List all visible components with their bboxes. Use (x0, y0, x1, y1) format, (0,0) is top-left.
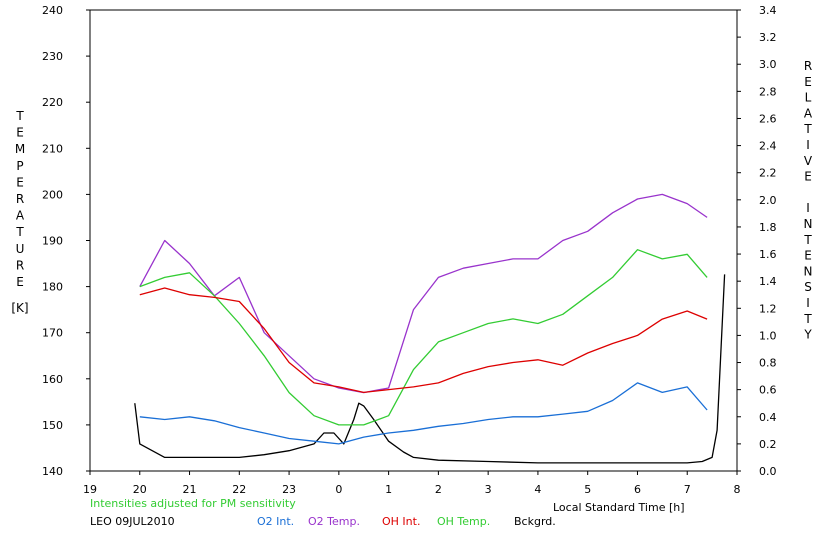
left-label-letter: U (16, 242, 25, 256)
left-label-letter: A (16, 209, 25, 223)
y-left-tick-label: 160 (42, 373, 63, 386)
y-right-tick-label: 1.4 (759, 275, 777, 288)
y-right-tick-label: 1.0 (759, 329, 777, 342)
legend-o2-int: O2 Int. (257, 515, 295, 528)
right-label-letter: L (805, 91, 812, 105)
x-axis: 19 20 21 22 23 0 1 2 3 4 5 6 7 8 (83, 471, 741, 496)
y-left-tick-label: 200 (42, 188, 63, 201)
right-label-letter: E (804, 249, 812, 263)
legend-oh-temp: OH Temp. (437, 515, 491, 528)
y-left-axis: 140 150 160 170 180 190 200 210 220 230 240 (42, 4, 90, 478)
y-right-tick-label: 3.0 (759, 58, 777, 71)
right-label-letter: Y (803, 328, 812, 342)
y-right-tick-label: 1.6 (759, 248, 777, 261)
x-tick-label: 19 (83, 483, 97, 496)
left-label-letter: M (15, 142, 25, 156)
legend-oh-int: OH Int. (382, 515, 421, 528)
right-label-letter: T (803, 122, 812, 136)
right-label-letter: R (804, 59, 812, 73)
y-left-tick-label: 230 (42, 50, 63, 63)
plot-frame (89, 9, 738, 472)
y-right-tick-label: 2.4 (759, 140, 777, 153)
left-label-letter: E (16, 275, 24, 289)
y-right-tick-label: 1.2 (759, 302, 777, 315)
x-tick-label: 21 (183, 483, 197, 496)
right-label-letter: N (804, 217, 813, 231)
right-label-letter: V (804, 154, 813, 168)
series-line-oh-int (139, 287, 708, 394)
left-label-letter: T (15, 109, 24, 123)
series-line-o2-int (139, 382, 708, 445)
y-right-tick-label: 3.2 (759, 31, 777, 44)
y-right-tick-label: 0.2 (759, 438, 777, 451)
x-tick-label: 7 (684, 483, 691, 496)
station-label: LEO 09JUL2010 (90, 515, 175, 528)
legend-bckgrd: Bckgrd. (514, 515, 556, 528)
right-label-letter: N (804, 264, 813, 278)
series-line-oh-temp (139, 249, 708, 426)
right-label-letter: E (804, 170, 812, 184)
y-left-tick-label: 180 (42, 281, 63, 294)
x-tick-label: 4 (534, 483, 541, 496)
x-tick-label: 3 (485, 483, 492, 496)
y-right-tick-label: 2.0 (759, 194, 777, 207)
y-left-tick-label: 140 (42, 465, 63, 478)
x-tick-label: 6 (634, 483, 641, 496)
series-layer (134, 193, 726, 464)
y-left-tick-label: 220 (42, 96, 63, 109)
x-tick-label: 5 (584, 483, 591, 496)
left-label-unit: [K] (11, 301, 28, 315)
y-right-tick-label: 0.6 (759, 384, 777, 397)
sensitivity-note: Intensities adjusted for PM sensitivity (90, 497, 296, 510)
y-right-tick-label: 0.4 (759, 411, 777, 424)
y-left-tick-label: 190 (42, 235, 63, 248)
left-label-letter: P (16, 159, 23, 173)
y-left-tick-label: 170 (42, 327, 63, 340)
x-axis-label: Local Standard Time [h] (553, 501, 685, 514)
left-label-letter: R (16, 192, 24, 206)
x-tick-label: 20 (133, 483, 147, 496)
y-left-tick-label: 150 (42, 419, 63, 432)
y-right-axis: 0.0 0.2 0.4 0.6 0.8 1.0 1.2 1.4 1.6 1.8 2.0 2.2 2.4 2… (737, 4, 777, 478)
right-label-letter: I (806, 138, 810, 152)
left-label-letter: R (16, 258, 24, 272)
y-right-tick-label: 2.2 (759, 167, 777, 180)
y-left-tick-label: 240 (42, 4, 63, 17)
series-line-o2-temp (139, 193, 708, 394)
x-tick-label: 2 (435, 483, 442, 496)
y-left-tick-label: 210 (42, 142, 63, 155)
right-label-letter: T (803, 233, 812, 247)
left-label-letter: E (16, 175, 24, 189)
y-right-tick-label: 3.4 (759, 4, 777, 17)
y-right-tick-label: 2.6 (759, 112, 777, 125)
right-label-letter: I (806, 201, 810, 215)
right-label-letter: S (804, 280, 812, 294)
x-tick-label: 23 (282, 483, 296, 496)
series-line-bckgrd (134, 274, 726, 464)
x-tick-label: 22 (232, 483, 246, 496)
y-right-tick-label: 0.0 (759, 465, 777, 478)
x-tick-label: 1 (385, 483, 392, 496)
right-label-letter: T (803, 312, 812, 326)
left-label-letter: E (16, 126, 24, 140)
right-label-letter: A (804, 106, 813, 120)
legend-o2-temp: O2 Temp. (308, 515, 360, 528)
right-label-letter: E (804, 75, 812, 89)
right-label-letter: I (806, 296, 810, 310)
y-right-tick-label: 2.8 (759, 85, 777, 98)
x-tick-label: 0 (335, 483, 342, 496)
y-right-tick-label: 0.8 (759, 357, 777, 370)
y-right-tick-label: 1.8 (759, 221, 777, 234)
x-tick-label: 8 (734, 483, 741, 496)
left-label-letter: T (15, 225, 24, 239)
